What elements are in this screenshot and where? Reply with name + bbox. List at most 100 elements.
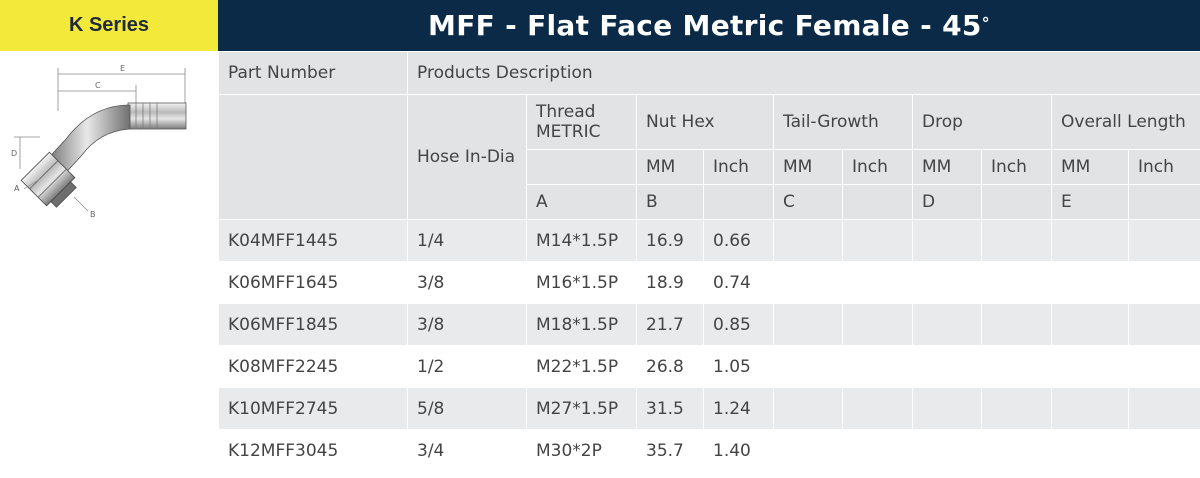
empty-cell: [1129, 304, 1200, 346]
nut-mm-cell: 18.9: [637, 262, 704, 304]
header-letter-a: A: [527, 185, 637, 220]
dim-label-d: D: [11, 149, 17, 158]
empty-cell: [1052, 346, 1129, 388]
hose-dia-cell: 5/8: [408, 388, 527, 430]
header-nut-hex: Nut Hex: [637, 95, 774, 150]
dim-label-c: C: [95, 81, 101, 90]
header-nut-inch: Inch: [704, 150, 774, 185]
empty-cell: [774, 430, 843, 472]
thread-cell: M27*1.5P: [527, 388, 637, 430]
empty-cell: [1129, 262, 1200, 304]
nut-mm-cell: 26.8: [637, 346, 704, 388]
header-drop-mm: MM: [913, 150, 982, 185]
empty-cell: [982, 220, 1052, 262]
nut-inch-cell: 1.24: [704, 388, 774, 430]
empty-cell: [1129, 388, 1200, 430]
nut-mm-cell: 31.5: [637, 388, 704, 430]
empty-cell: [774, 304, 843, 346]
hose-dia-cell: 3/8: [408, 304, 527, 346]
empty-cell: [843, 430, 913, 472]
empty-cell: [1052, 304, 1129, 346]
empty-cell: [913, 262, 982, 304]
empty-cell: [843, 262, 913, 304]
empty-cell: [774, 262, 843, 304]
empty-cell: [982, 262, 1052, 304]
empty-cell: [982, 304, 1052, 346]
header-letter-c-blank: [843, 185, 913, 220]
header-drop-inch: Inch: [982, 150, 1052, 185]
empty-cell: [982, 346, 1052, 388]
part-number-cell: K06MFF1845: [219, 304, 408, 346]
thread-cell: M22*1.5P: [527, 346, 637, 388]
header-thread-unit-blank: [527, 150, 637, 185]
header-overall-length: Overall Length: [1052, 95, 1200, 150]
dim-label-a: A: [14, 184, 20, 193]
empty-cell: [1052, 388, 1129, 430]
empty-cell: [913, 346, 982, 388]
empty-cell: [1129, 346, 1200, 388]
hose-dia-cell: 3/4: [408, 430, 527, 472]
header-thread-metric: Thread METRIC: [527, 95, 637, 150]
nut-mm-cell: 21.7: [637, 304, 704, 346]
header-drop: Drop: [913, 95, 1052, 150]
empty-cell: [843, 304, 913, 346]
empty-cell: [1052, 262, 1129, 304]
empty-cell: [982, 388, 1052, 430]
part-number-cell: K12MFF3045: [219, 430, 408, 472]
nut-inch-cell: 0.66: [704, 220, 774, 262]
dim-label-e: E: [120, 64, 125, 73]
empty-cell: [843, 388, 913, 430]
hose-dia-cell: 1/4: [408, 220, 527, 262]
nut-inch-cell: 0.74: [704, 262, 774, 304]
nut-inch-cell: 0.85: [704, 304, 774, 346]
header-letter-b: B: [637, 185, 704, 220]
empty-cell: [774, 388, 843, 430]
empty-cell: [1052, 220, 1129, 262]
thread-cell: M18*1.5P: [527, 304, 637, 346]
fitting-drawing: E C D A B: [0, 51, 218, 474]
part-number-cell: K06MFF1645: [219, 262, 408, 304]
header-letter-b-blank: [704, 185, 774, 220]
degree-sign: °: [982, 14, 990, 33]
title-bar: MFF - Flat Face Metric Female - 45°: [218, 0, 1200, 51]
thread-cell: M14*1.5P: [527, 220, 637, 262]
spec-table: Part Number Products Description Hose In…: [218, 51, 1200, 472]
header-products-description: Products Description: [408, 52, 1200, 95]
header-letter-d-blank: [982, 185, 1052, 220]
nut-inch-cell: 1.05: [704, 346, 774, 388]
hose-dia-cell: 3/8: [408, 262, 527, 304]
header-tail-inch: Inch: [843, 150, 913, 185]
header-nut-mm: MM: [637, 150, 704, 185]
header-tail-mm: MM: [774, 150, 843, 185]
series-label: K Series: [69, 14, 149, 37]
header-blank: [219, 95, 408, 220]
header-letter-c: C: [774, 185, 843, 220]
header-hose-in-dia: Hose In-Dia: [408, 95, 527, 220]
header-part-number: Part Number: [219, 52, 408, 95]
header-letter-e: E: [1052, 185, 1129, 220]
empty-cell: [982, 430, 1052, 472]
fitting-diagram: E C D A B: [0, 51, 218, 474]
empty-cell: [913, 220, 982, 262]
part-number-cell: K10MFF2745: [219, 388, 408, 430]
nut-mm-cell: 16.9: [637, 220, 704, 262]
page-title: MFF - Flat Face Metric Female - 45: [428, 9, 982, 42]
dim-label-b: B: [90, 210, 96, 219]
thread-cell: M30*2P: [527, 430, 637, 472]
empty-cell: [1129, 220, 1200, 262]
header-tail-growth: Tail-Growth: [774, 95, 913, 150]
header-overall-mm: MM: [1052, 150, 1129, 185]
nut-inch-cell: 1.40: [704, 430, 774, 472]
empty-cell: [774, 346, 843, 388]
empty-cell: [913, 304, 982, 346]
thread-cell: M16*1.5P: [527, 262, 637, 304]
header-overall-inch: Inch: [1129, 150, 1200, 185]
part-number-cell: K04MFF1445: [219, 220, 408, 262]
empty-cell: [913, 430, 982, 472]
empty-cell: [1129, 430, 1200, 472]
